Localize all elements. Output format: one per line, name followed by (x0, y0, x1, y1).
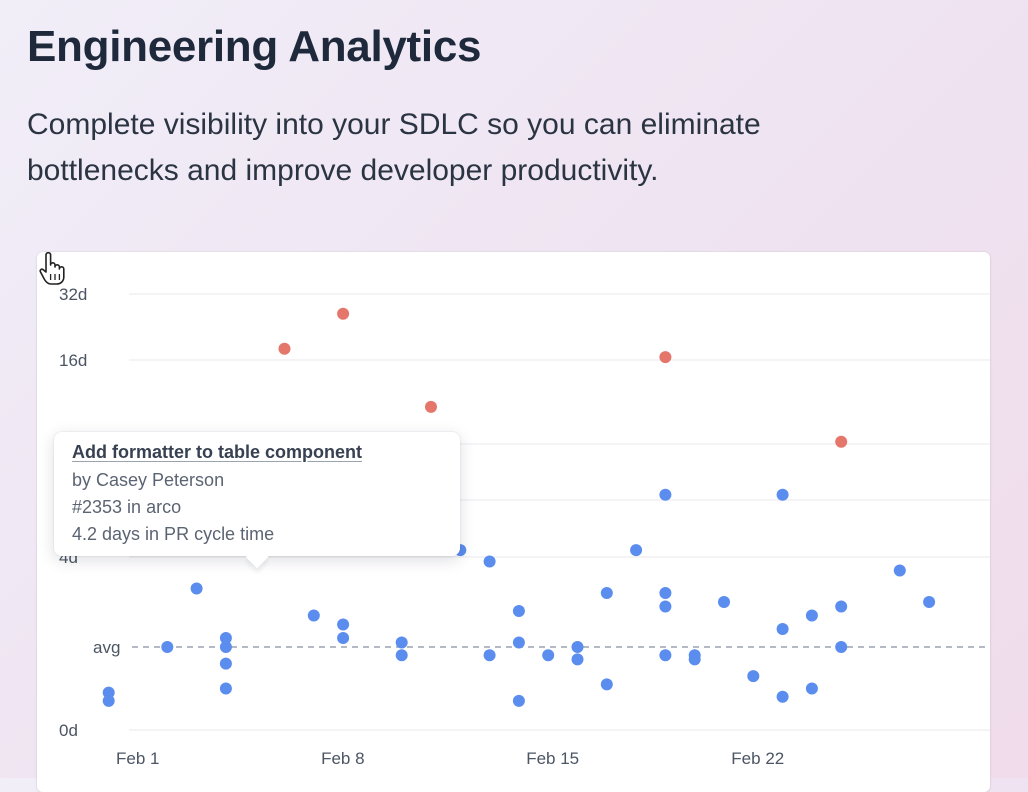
normal-point (805, 682, 818, 695)
normal-point (600, 587, 613, 599)
normal-point (718, 596, 730, 608)
normal-point (776, 488, 789, 501)
x-tick-label: Feb 1 (116, 749, 159, 768)
normal-point (102, 694, 115, 707)
normal-point (776, 623, 789, 635)
page-title: Engineering Analytics (27, 22, 482, 71)
normal-point (512, 605, 525, 617)
normal-point (512, 636, 525, 649)
y-tick-label: avg (93, 638, 120, 657)
normal-point (659, 587, 672, 599)
normal-point (600, 678, 613, 691)
normal-point (395, 649, 408, 662)
y-tick-label: 0d (59, 721, 78, 740)
normal-point (659, 600, 672, 613)
normal-point (512, 694, 525, 707)
normal-point (190, 582, 203, 595)
normal-point (571, 653, 584, 666)
tooltip-author: by Casey Peterson (72, 470, 225, 490)
normal-point (659, 649, 672, 662)
normal-point (161, 641, 174, 653)
tooltip-pr-number: #2353 in arco (72, 497, 182, 517)
page-subtitle: Complete visibility into your SDLC so yo… (27, 108, 761, 187)
normal-point (835, 600, 848, 613)
normal-point (805, 609, 818, 622)
outlier-point (835, 435, 848, 448)
normal-point (630, 544, 643, 557)
cycle-time-chart-card: 32d 16d 4d avg 0d Feb 1 Feb 8 Feb 15 Feb 22 Add … (37, 252, 990, 792)
normal-point (923, 596, 936, 608)
normal-point (219, 641, 232, 653)
normal-point (102, 686, 115, 699)
tooltip-pr-title-link[interactable]: Add formatter to table component (72, 442, 363, 462)
normal-point (219, 632, 232, 644)
x-tick-label: Feb 15 (526, 749, 579, 768)
normal-point (835, 641, 848, 653)
normal-point (776, 690, 789, 703)
normal-point (571, 641, 584, 653)
normal-point (483, 555, 496, 568)
outlier-point (425, 400, 437, 413)
normal-point (893, 564, 906, 577)
normal-point (542, 649, 555, 662)
normal-point (307, 609, 320, 622)
normal-point (219, 682, 232, 695)
x-tick-label: Feb 22 (731, 749, 784, 768)
normal-point (659, 488, 672, 501)
hand-pointer-icon (39, 252, 65, 285)
outlier-point (659, 351, 672, 364)
pr-tooltip: Add formatter to table component by Case… (54, 432, 460, 556)
outlier-point (337, 307, 350, 320)
normal-point (337, 632, 350, 644)
y-tick-label: 32d (59, 285, 87, 304)
normal-point (688, 653, 701, 666)
tooltip-metric: 4.2 days in PR cycle time (72, 524, 275, 544)
normal-point (219, 657, 232, 670)
normal-point (483, 649, 496, 662)
normal-point (747, 670, 760, 683)
normal-point (395, 636, 408, 649)
normal-point (337, 618, 350, 631)
outlier-point (278, 342, 291, 355)
y-tick-label: 16d (59, 351, 87, 370)
x-tick-label: Feb 8 (321, 749, 364, 768)
